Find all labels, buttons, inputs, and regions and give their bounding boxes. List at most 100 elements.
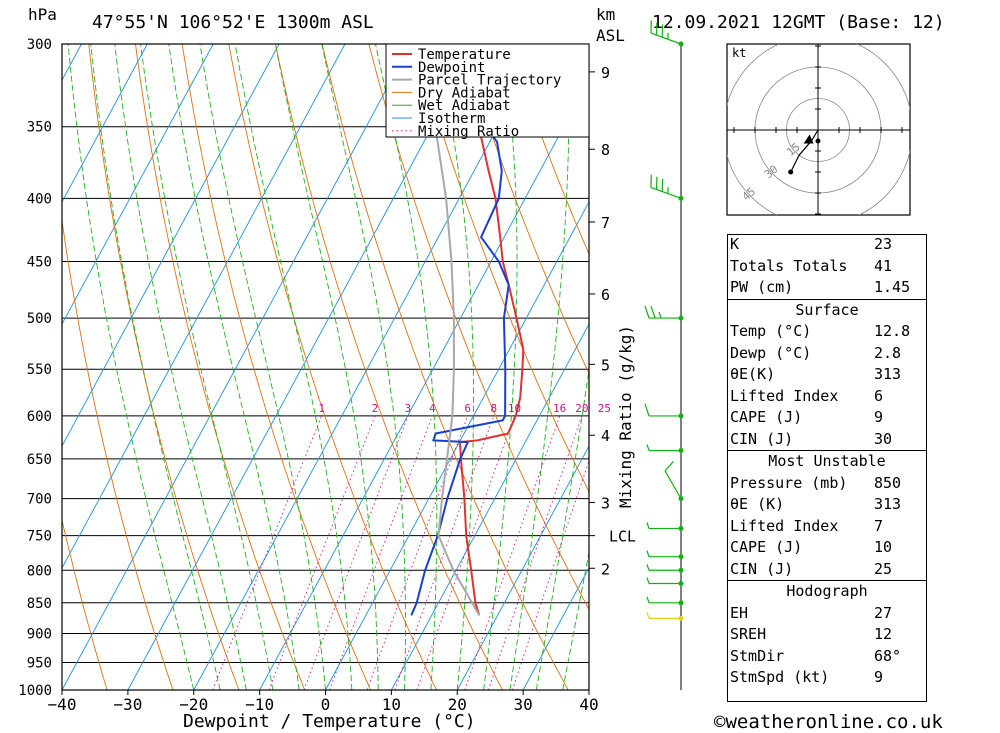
km-label: km [596,5,615,24]
x-tick-label: 20 [448,695,467,714]
index-label: Pressure (mb) [730,473,848,492]
pressure-tick-label: 600 [27,409,52,425]
section-title: Hodograph [727,580,927,603]
index-label: Lifted Index [730,386,839,405]
index-row: Lifted Index 6 [727,386,927,408]
mixing-ratio-label: 4 [429,402,436,415]
wind-barb-flag [664,461,674,472]
index-label: θE (K) [730,495,785,513]
legend-item-label: Dry Adiabat [418,85,511,101]
temperature-profile-line [459,44,525,616]
mixing-ratio-label: 25 [598,402,611,415]
index-label: Lifted Index [730,516,839,535]
mixing-ratio-line [511,459,589,690]
index-label: CAPE (J) [730,538,803,556]
dry-adiabat-line [228,44,437,690]
index-row: CAPE (J) 10 [727,537,927,559]
wet-adiabat-line [535,367,589,690]
dry-adiabat-line [461,44,589,375]
wind-barb-half-flag [646,522,650,529]
copyright-footer: ©weatheronline.co.uk [714,711,943,733]
index-row: SREH 12 [727,624,927,646]
index-row: CIN (J) 30 [727,429,927,451]
isotherm-line [62,44,214,325]
wind-barb-half-flag [646,564,650,571]
index-row: PW (cm) 1.45 [727,277,927,299]
pressure-tick-label: 650 [27,452,52,468]
wind-barb-shaft [664,470,682,499]
mixing-ratio-line [394,415,495,690]
index-label: K [730,235,740,253]
section-title: Most Unstable [727,450,927,473]
indices-table: K 23 Totals Totals 41 PW (cm) 1.45 Surface Temp… [727,234,927,689]
mixing-ratio-label: 6 [464,402,471,415]
wet-adiabat-line [90,44,221,690]
mixing-ratio-line [212,415,323,690]
dry-adiabat-line [508,44,589,255]
pressure-tick-label: 800 [27,563,52,579]
index-value: 25 [874,559,893,578]
location-title: 47°55'N 106°52'E 1300m ASL [92,12,374,33]
hodograph-end-dot [788,169,794,175]
isotherm-line [456,445,589,690]
wet-adiabat-line [562,550,589,690]
legend-item-label: Temperature [418,47,511,63]
mixing-ratio-line [416,415,515,690]
wet-adiabat-line [199,44,326,690]
wind-profile [644,20,684,690]
mixing-ratio-label: 10 [508,402,521,415]
section-title: Surface [727,298,927,321]
height-km-label: LCL [609,528,636,546]
index-label: Totals Totals [730,256,848,275]
isotherm-line [325,201,589,690]
legend-item-label: Wet Adiabat [418,98,511,114]
index-value: 23 [874,235,893,253]
hodograph-trace [790,129,819,173]
height-km-label: 9 [601,64,610,82]
hodograph-ring-label: 30 [762,163,781,181]
index-row: CIN (J) 25 [727,559,927,581]
index-label: Dewp (°C) [730,343,812,362]
index-value: 850 [874,473,902,492]
index-label: θE(K) [730,365,776,383]
x-tick-label: 0 [321,695,331,714]
dry-adiabat-line [181,44,372,690]
index-row: StmDir 68° [727,646,927,668]
x-tick-label: 10 [382,695,401,714]
dewpoint-profile-line [410,44,510,616]
legend-item-label: Mixing Ratio [418,124,519,140]
index-label: CIN (J) [730,559,794,578]
mixing-ratio-axis-label: Mixing Ratio (g/kg) [616,325,635,508]
index-value: 6 [874,386,884,405]
height-km-label: 3 [601,494,610,512]
index-value: 41 [874,256,893,275]
mixing-ratio-label: 20 [575,402,588,415]
wind-barb-half-flag [646,596,650,603]
wet-adiabat-line [509,44,570,690]
pressure-tick-label: 350 [27,120,52,136]
index-label: CAPE (J) [730,408,803,426]
hodograph-start-dot [815,138,821,144]
x-tick-label: 30 [513,695,532,714]
pressure-tick-label: 450 [27,255,52,271]
index-label: StmDir [730,646,785,665]
index-value: 313 [874,495,902,513]
pressure-tick-label: 900 [27,626,52,642]
wet-adiabat-line [483,44,518,690]
dry-adiabat-line [88,44,240,690]
wet-adiabat-line [436,44,474,690]
wet-adiabat-line [375,44,438,690]
index-value: 12 [874,625,893,643]
index-label: EH [730,603,749,622]
hodograph-unit-label: kt [732,46,746,60]
dry-adiabat-line [415,44,589,493]
wind-barb-flag [650,305,656,319]
index-value: 9 [874,408,884,426]
pressure-tick-label: 700 [27,492,52,508]
pressure-tick-label: 550 [27,362,52,378]
isotherm-line [62,44,148,203]
mixing-ratio-label: 8 [490,402,497,415]
